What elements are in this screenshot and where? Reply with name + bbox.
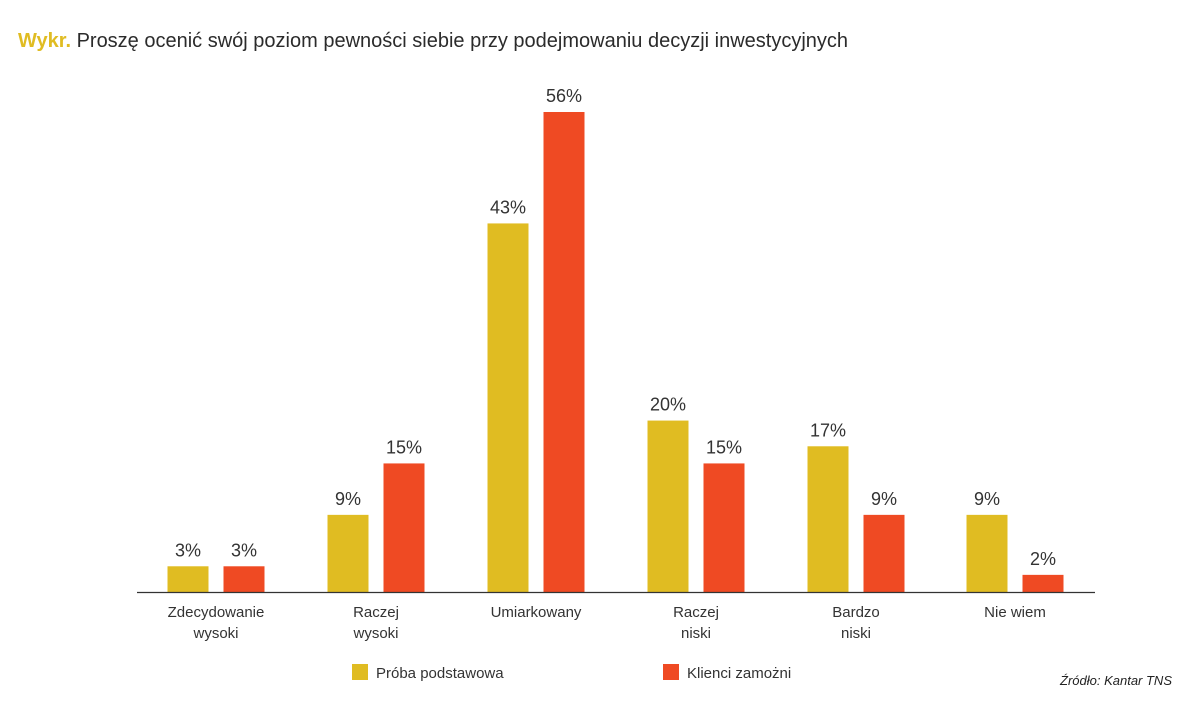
data-label-proba-podstawowa-1: 9% bbox=[335, 489, 361, 509]
legend-proba-podstawowa-swatch bbox=[352, 664, 368, 680]
category-label-0-line-0: Zdecydowanie bbox=[168, 604, 265, 621]
bar-proba-podstawowa-1 bbox=[327, 514, 369, 592]
category-label-0-line-1: wysoki bbox=[192, 625, 238, 642]
category-label-1-line-0: Raczej bbox=[353, 604, 399, 621]
bar-klienci-zamozni-5 bbox=[1022, 574, 1064, 592]
data-label-klienci-zamozni-4: 9% bbox=[871, 489, 897, 509]
legend-klienci-zamozni-swatch bbox=[663, 664, 679, 680]
category-label-2-line-0: Umiarkowany bbox=[491, 604, 582, 621]
category-label-4-line-0: Bardzo bbox=[832, 604, 880, 621]
data-label-klienci-zamozni-1: 15% bbox=[386, 437, 422, 457]
bar-proba-podstawowa-4 bbox=[807, 446, 849, 592]
bar-proba-podstawowa-2 bbox=[487, 223, 529, 592]
data-label-proba-podstawowa-5: 9% bbox=[974, 489, 1000, 509]
bar-klienci-zamozni-0 bbox=[223, 566, 265, 592]
bar-proba-podstawowa-0 bbox=[167, 566, 209, 592]
data-label-klienci-zamozni-2: 56% bbox=[546, 86, 582, 106]
source-note: Źródło: Kantar TNS bbox=[1060, 673, 1172, 688]
data-label-proba-podstawowa-2: 43% bbox=[490, 197, 526, 217]
bar-proba-podstawowa-5 bbox=[966, 514, 1008, 592]
category-label-3-line-1: niski bbox=[681, 625, 711, 642]
category-label-4-line-1: niski bbox=[841, 625, 871, 642]
bar-klienci-zamozni-1 bbox=[383, 463, 425, 592]
legend-proba-podstawowa-label: Próba podstawowa bbox=[376, 665, 504, 682]
bar-klienci-zamozni-3 bbox=[703, 463, 745, 592]
data-label-klienci-zamozni-3: 15% bbox=[706, 437, 742, 457]
data-label-proba-podstawowa-0: 3% bbox=[175, 540, 201, 560]
legend-klienci-zamozni-label: Klienci zamożni bbox=[687, 665, 791, 682]
bar-klienci-zamozni-2 bbox=[543, 112, 585, 592]
category-label-3-line-0: Raczej bbox=[673, 604, 719, 621]
category-label-5-line-0: Nie wiem bbox=[984, 604, 1046, 621]
data-label-klienci-zamozni-5: 2% bbox=[1030, 549, 1056, 569]
title-prefix: Wykr. bbox=[18, 30, 71, 52]
bar-klienci-zamozni-4 bbox=[863, 514, 905, 592]
data-label-proba-podstawowa-3: 20% bbox=[650, 395, 686, 415]
bar-proba-podstawowa-3 bbox=[647, 420, 689, 592]
data-label-proba-podstawowa-4: 17% bbox=[810, 420, 846, 440]
category-label-1-line-1: wysoki bbox=[352, 625, 398, 642]
data-label-klienci-zamozni-0: 3% bbox=[231, 540, 257, 560]
title-text: Proszę ocenić swój poziom pewności siebi… bbox=[76, 30, 849, 52]
chart-title: Wykr. Proszę ocenić swój poziom pewności… bbox=[18, 30, 848, 53]
